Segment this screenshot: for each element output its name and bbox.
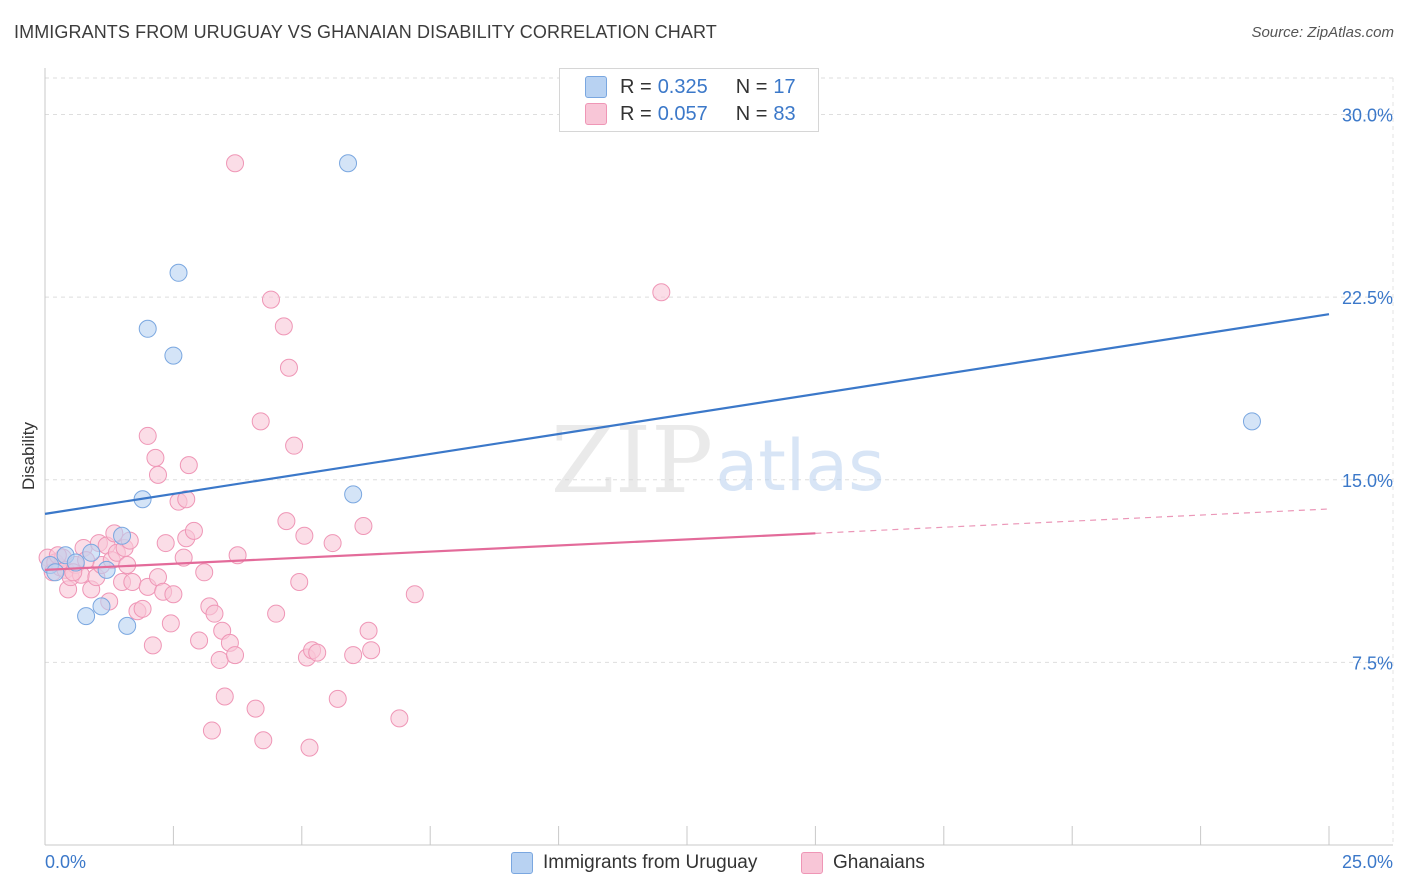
ghanaians-point: [205, 604, 224, 623]
ghanaians-point: [184, 521, 203, 540]
ghanaians-point: [164, 585, 183, 604]
uruguay-point: [339, 154, 358, 173]
y-tick-label: 22.5%: [1342, 288, 1393, 308]
ghanaians-point: [156, 534, 175, 553]
tick-labels: 7.5% 15.0% 22.5% 30.0% 0.0% 25.0%: [45, 106, 1393, 872]
uruguay-point: [1242, 412, 1261, 431]
ghanaians-point: [354, 517, 373, 536]
watermark-zip: ZIP: [551, 407, 713, 514]
uruguay-point: [66, 553, 85, 572]
ghanaians-trend-line: [44, 532, 816, 571]
bottom-legend-uruguay: Immigrants from Uruguay: [511, 852, 757, 874]
ghanaians-point: [138, 426, 157, 445]
bottom-legend-ghanaians: Ghanaians: [801, 852, 925, 874]
ghanaians-point: [210, 650, 229, 669]
uruguay-point: [82, 543, 101, 562]
x-tick-label-min: 0.0%: [45, 852, 86, 872]
x-tick-label-max: 25.0%: [1342, 852, 1393, 872]
ghanaians-point: [274, 317, 293, 336]
ghanaians-point: [133, 599, 152, 618]
legend-n-label: N =: [735, 75, 768, 98]
ghanaians-point: [277, 512, 296, 531]
legend-r-label: R =: [620, 102, 652, 125]
ghanaians-point: [179, 456, 198, 475]
legend-swatch-blue: [585, 76, 607, 98]
legend-n-label: N =: [735, 102, 768, 125]
ghanaians-point: [246, 699, 265, 718]
ghanaians-point: [202, 721, 221, 740]
legend-r-label: R =: [620, 75, 652, 98]
legend-n-value: 83: [773, 102, 796, 125]
bottom-legend-swatch-pink: [801, 852, 823, 874]
y-tick-label: 15.0%: [1342, 471, 1393, 491]
ghanaians-trend-extension: [815, 508, 1330, 534]
ghanaians-point: [215, 687, 234, 706]
bottom-legend-label-uruguay: Immigrants from Uruguay: [543, 852, 758, 873]
ghanaians-point: [390, 709, 409, 728]
legend-n-value: 17: [773, 75, 796, 98]
uruguay-points: [41, 154, 1261, 635]
ghanaians-point: [652, 283, 671, 302]
uruguay-point: [77, 607, 96, 626]
uruguay-point: [138, 319, 157, 338]
ghanaians-point: [279, 358, 298, 377]
y-tick-label: 7.5%: [1352, 653, 1393, 673]
ghanaians-point: [362, 641, 381, 660]
ghanaians-point: [251, 412, 270, 431]
ghanaians-point: [174, 548, 193, 567]
ghanaians-point: [261, 290, 280, 309]
legend-row-ghanaians: R = 0.057 N = 83: [585, 101, 796, 127]
uruguay-trend-line: [44, 313, 1330, 515]
uruguay-point: [344, 485, 363, 504]
ghanaians-point: [254, 731, 273, 750]
bottom-legend-swatch-blue: [511, 852, 533, 874]
correlation-legend: R = 0.325 N = 17 R = 0.057 N = 83: [559, 68, 819, 132]
ghanaians-point: [285, 436, 304, 455]
y-tick-label: 30.0%: [1342, 106, 1393, 126]
ghanaians-point: [300, 738, 319, 757]
ghanaians-point: [359, 621, 378, 640]
ghanaians-point: [323, 534, 342, 553]
bottom-legend-label-ghanaians: Ghanaians: [833, 852, 925, 873]
uruguay-point: [118, 616, 137, 635]
ghanaians-point: [226, 646, 245, 665]
ghanaians-point: [148, 465, 167, 484]
ghanaians-point: [226, 154, 245, 173]
legend-row-uruguay: R = 0.325 N = 17: [585, 74, 796, 100]
uruguay-point: [164, 346, 183, 365]
watermark-atlas: atlas: [715, 425, 884, 507]
ghanaians-point: [143, 636, 162, 655]
ghanaians-point: [295, 526, 314, 545]
trend-lines: [44, 313, 1330, 571]
legend-swatch-pink: [585, 103, 607, 125]
uruguay-point: [169, 263, 188, 282]
ghanaians-point: [177, 490, 196, 509]
ghanaians-point: [190, 631, 209, 650]
uruguay-point: [92, 597, 111, 616]
chart-title: IMMIGRANTS FROM URUGUAY VS GHANAIAN DISA…: [14, 22, 717, 42]
uruguay-point: [113, 526, 132, 545]
ghanaians-point: [195, 563, 214, 582]
chart-source: Source: ZipAtlas.com: [1251, 24, 1394, 41]
ghanaians-point: [308, 643, 327, 662]
ghanaians-point: [405, 585, 424, 604]
uruguay-point: [46, 563, 65, 582]
uruguay-point: [97, 560, 116, 579]
ghanaians-point: [161, 614, 180, 633]
ghanaians-point: [344, 646, 363, 665]
ghanaians-point: [146, 448, 165, 467]
legend-r-value: 0.057: [657, 102, 708, 125]
ghanaians-points: [38, 154, 671, 757]
ghanaians-point: [290, 573, 309, 592]
axes: [44, 68, 1393, 846]
y-axis-label: Disability: [19, 421, 38, 490]
ghanaians-point: [328, 689, 347, 708]
ghanaians-point: [267, 604, 286, 623]
ghanaians-point: [123, 573, 142, 592]
legend-r-value: 0.325: [657, 75, 708, 98]
